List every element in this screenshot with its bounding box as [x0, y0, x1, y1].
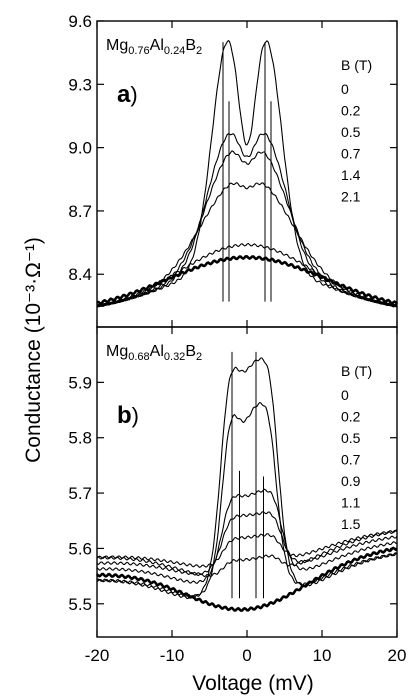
y-tick-label: 5.7: [68, 484, 92, 503]
panel-a: 8.4 8.7 9.0 9.3 9.6 Mg0.76Al0.24B2 a) B (T) 0 0.2…: [68, 12, 399, 328]
y-tick-label: 9.3: [68, 75, 92, 94]
series-line-1-1: [96, 529, 398, 578]
y-tick-label: 9.6: [68, 12, 92, 31]
y-axis-title: Conductance (10⁻³·Ω⁻¹): [22, 237, 45, 463]
series-line-0-2: [96, 402, 398, 598]
legend-entry: 0.2: [341, 103, 361, 119]
series-line-0-7: [96, 511, 398, 576]
x-tick-label: 0: [242, 646, 251, 665]
y-tick-label: 5.6: [68, 539, 92, 558]
material-formula: Mg0.68Al0.32B2: [106, 343, 202, 363]
legend-title: B (T): [341, 57, 372, 73]
panel-label: b): [117, 402, 139, 429]
legend-entry: 0.7: [341, 452, 361, 468]
series-line-1-5: [96, 546, 398, 612]
series-line-0-9: [96, 529, 398, 568]
legend-title: B (T): [341, 363, 372, 379]
y-tick-label: 9.0: [68, 139, 92, 158]
x-tick-label: -10: [160, 646, 185, 665]
legend-entry: 0.7: [341, 146, 361, 162]
series-line-1-4: [96, 242, 397, 308]
legend-entry: 0: [341, 387, 349, 403]
legend-entry: 1.1: [341, 495, 361, 511]
panel-label: a): [117, 81, 138, 108]
y-tick-label: 5.5: [68, 595, 92, 614]
y-tick-label: 8.4: [68, 265, 92, 284]
x-tick-label: 10: [313, 646, 332, 665]
series-line-0-5: [96, 488, 398, 584]
legend-entry: 0.5: [341, 124, 361, 140]
x-axis-title: Voltage (mV): [192, 672, 313, 695]
y-tick-label: 5.8: [68, 429, 92, 448]
legend-entry: 0.2: [341, 409, 361, 425]
legend-entry: 1.5: [341, 516, 361, 532]
series-line-0-2: [96, 132, 398, 307]
material-formula: Mg0.76Al0.24B2: [106, 37, 202, 57]
legend-entry: 1.4: [341, 167, 361, 183]
y-tick-label: 8.7: [68, 202, 92, 221]
legend-entry: 0.9: [341, 473, 361, 489]
y-tick-label: 5.9: [68, 373, 92, 392]
x-tick-label: -20: [85, 646, 110, 665]
legend-entry: 0: [341, 81, 349, 97]
series-line-2-1: [96, 254, 399, 305]
panel-b: 5.5 5.6 5.7 5.8 5.9 Mg0.68Al0.32B2 b) B (T) 0 0.2…: [68, 326, 398, 638]
legend-entry: 0.5: [341, 430, 361, 446]
series-line-0-5: [96, 150, 398, 308]
x-tick-label: 20: [388, 646, 407, 665]
legend-entry: 2.1: [341, 189, 361, 205]
